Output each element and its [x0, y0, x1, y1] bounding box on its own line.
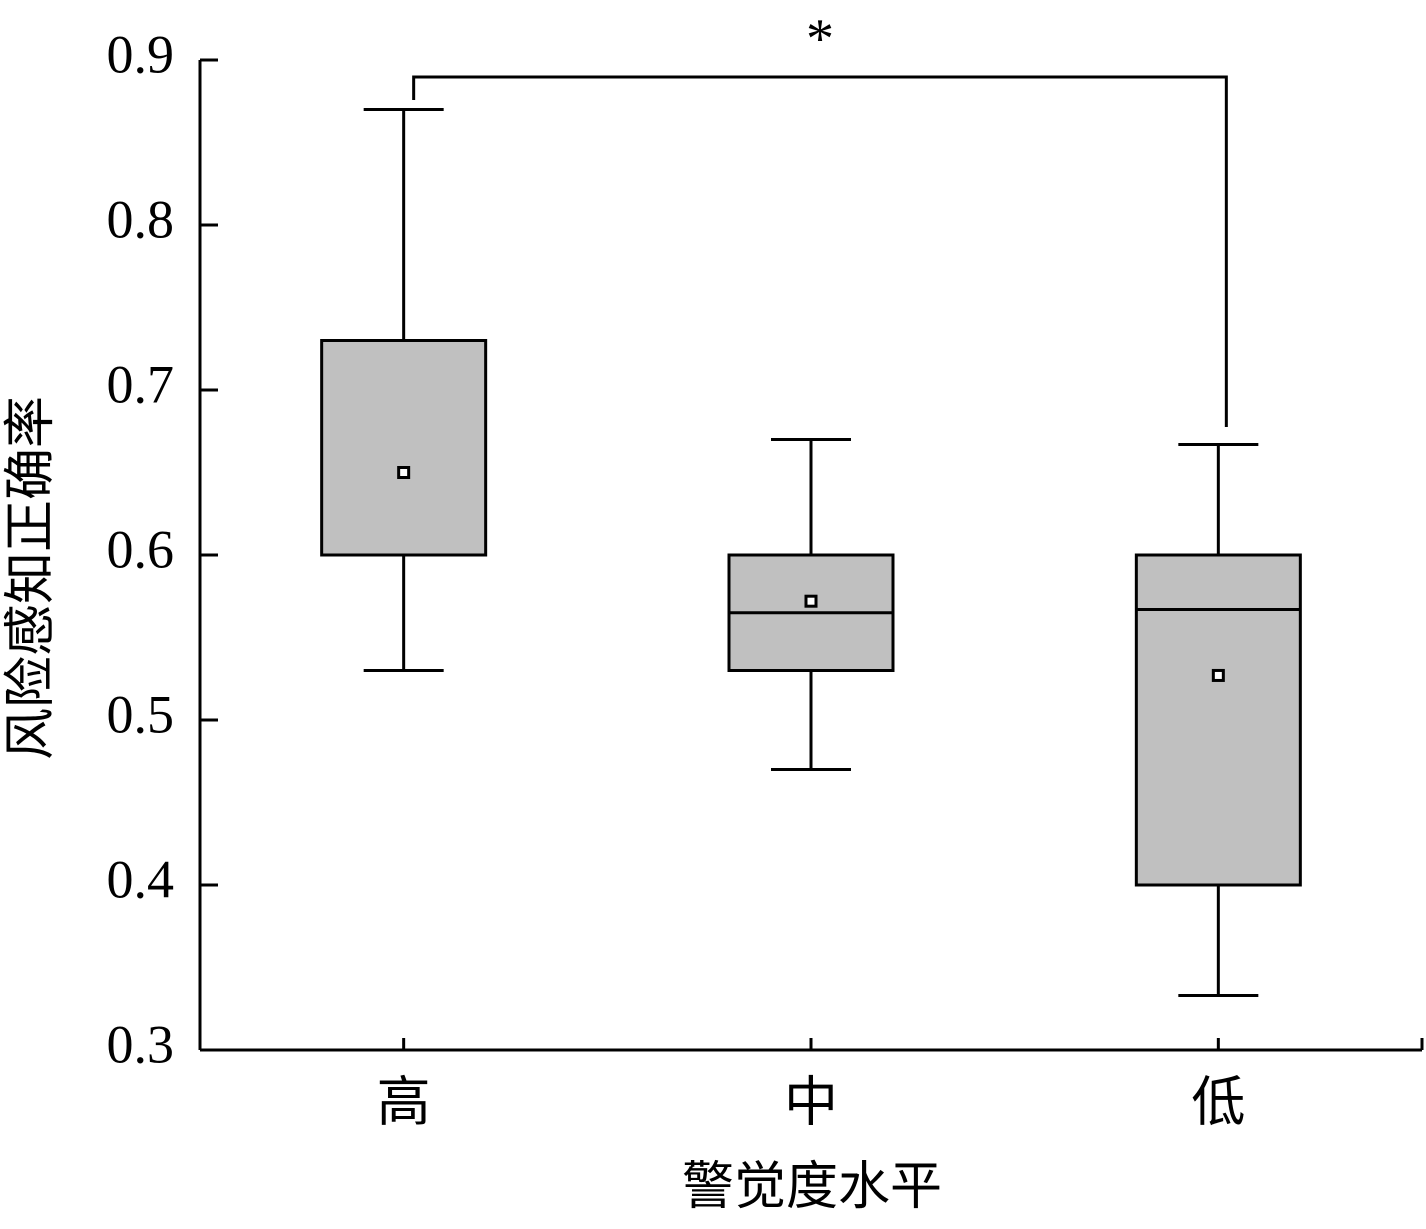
mean-marker [397, 466, 411, 479]
x-tick-label: 中 [784, 1072, 838, 1132]
y-tick-label: 0.4 [107, 849, 175, 909]
significance-label: * [806, 8, 834, 70]
y-tick-label: 0.5 [107, 684, 175, 744]
x-tick-label: 低 [1191, 1072, 1245, 1132]
mean-marker [1211, 668, 1225, 682]
mean-marker [804, 594, 818, 608]
box [320, 339, 488, 557]
y-tick-label: 0.8 [107, 189, 175, 249]
y-tick-label: 0.3 [107, 1014, 175, 1074]
box [1134, 553, 1302, 887]
y-axis-label: 风险感知正确率 [3, 396, 60, 760]
y-tick-label: 0.9 [107, 24, 175, 84]
y-tick-label: 0.7 [107, 354, 175, 414]
y-tick-label: 0.6 [107, 519, 175, 579]
significance-bracket [412, 75, 1228, 427]
x-axis-label: 警觉度水平 [682, 1159, 942, 1216]
x-tick-label: 高 [377, 1072, 431, 1132]
